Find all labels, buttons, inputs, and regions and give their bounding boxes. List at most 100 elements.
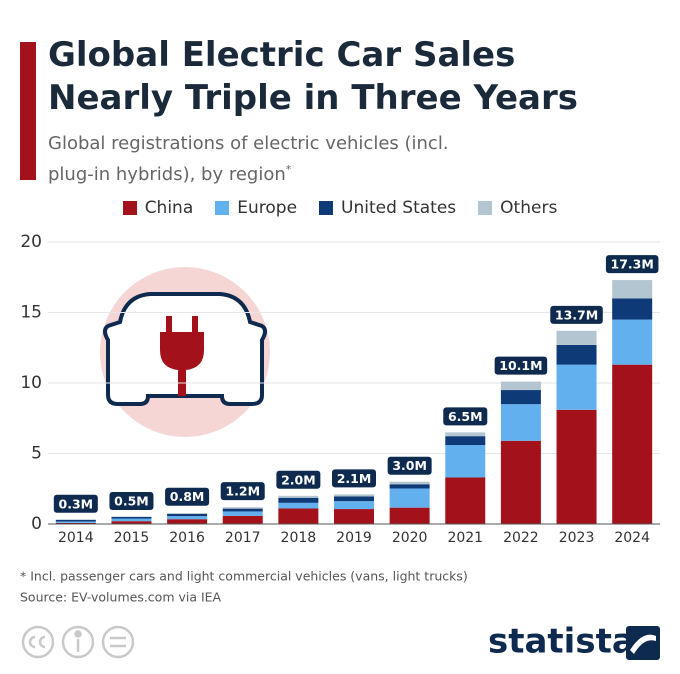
x-tick-label: 2019	[336, 530, 372, 546]
total-label: 0.5M	[114, 493, 149, 508]
bar-segment	[334, 496, 374, 502]
legend-swatch	[319, 201, 334, 215]
legend-item: Europe	[215, 198, 297, 218]
illustration	[100, 267, 270, 437]
x-tick-label: 2015	[114, 530, 150, 546]
source: Source: EV-volumes.com via IEA	[20, 590, 222, 605]
legend-item: Others	[478, 198, 557, 218]
total-label: 3.0M	[392, 458, 427, 473]
title: Global Electric Car Sales Nearly Triple …	[48, 35, 578, 118]
total-label: 2.1M	[337, 471, 372, 486]
bar-segment	[167, 516, 208, 520]
bar-segment	[500, 390, 541, 405]
brand-icon	[626, 626, 660, 660]
bar-segment	[612, 364, 653, 524]
legend-label: China	[144, 198, 194, 218]
bar-segment	[445, 432, 486, 437]
bar-segment	[111, 521, 152, 524]
bar-segment	[556, 409, 597, 524]
total-label: 0.8M	[170, 489, 205, 504]
legend-label: Europe	[237, 198, 298, 218]
y-tick-label: 10	[20, 373, 42, 393]
total-label-box	[53, 494, 98, 513]
x-tick-label: 2014	[58, 530, 94, 546]
bar-segment	[500, 404, 541, 441]
bar-segment	[167, 513, 208, 514]
total-label-box	[276, 470, 321, 489]
total-label-box	[443, 407, 488, 426]
brand: statista	[488, 622, 635, 662]
bar-segment	[389, 488, 430, 508]
x-tick-label: 2017	[225, 530, 261, 546]
legend-swatch	[122, 201, 137, 215]
bar-segment	[445, 445, 486, 478]
total-label: 0.3M	[59, 496, 94, 511]
bar-segment	[389, 481, 430, 485]
bar-segment	[556, 330, 597, 345]
x-tick-label: 2023	[559, 530, 595, 546]
subtitle: Global registrations of electric vehicle…	[48, 131, 468, 188]
total-label: 2.0M	[281, 472, 316, 487]
bar-segment	[111, 518, 152, 522]
subtitle-note: *	[285, 163, 292, 176]
total-label: 10.1M	[499, 358, 542, 373]
bar-segment	[612, 319, 653, 365]
legend-item: China	[122, 198, 194, 218]
y-tick-label: 5	[31, 444, 42, 464]
legend: China Europe United States Others	[0, 198, 680, 218]
subtitle-text: Global registrations of electric vehicle…	[48, 133, 449, 185]
bar-segment	[111, 516, 152, 519]
bar-segment	[55, 521, 96, 523]
total-label: 17.3M	[611, 257, 654, 272]
total-label-box	[494, 356, 548, 375]
bar-segment	[278, 497, 319, 503]
legend-item: United States	[319, 198, 456, 218]
bar-segment	[612, 298, 653, 320]
y-tick-label: 15	[20, 303, 42, 323]
bar-segment	[222, 511, 263, 516]
accent-bar	[20, 42, 36, 180]
legend-swatch	[215, 201, 230, 215]
bar-segment	[556, 364, 597, 410]
bar-segment	[445, 477, 486, 524]
legend-label: United States	[341, 198, 457, 218]
legend-swatch	[478, 201, 493, 215]
x-tick-label: 2021	[447, 530, 483, 546]
bar-segment	[167, 513, 208, 517]
x-tick-label: 2018	[281, 530, 317, 546]
bar-segment	[334, 501, 374, 510]
bar-segment	[500, 440, 541, 524]
bar-segment	[278, 495, 319, 498]
bar-segment	[222, 507, 263, 509]
bar-segment	[445, 436, 486, 446]
footnote: * Incl. passenger cars and light commerc…	[20, 569, 468, 584]
x-tick-label: 2020	[392, 530, 428, 546]
y-tick-label: 0	[31, 514, 42, 534]
total-label-box	[220, 482, 265, 501]
license-icons	[21, 625, 135, 659]
total-label: 6.5M	[448, 409, 483, 424]
total-label-box	[387, 456, 432, 475]
bar-segment	[334, 494, 374, 497]
bar-segment	[167, 519, 208, 524]
bar-segment	[222, 515, 263, 524]
bar-segment	[278, 508, 319, 524]
bar-segment	[389, 484, 430, 489]
bar-segment	[55, 522, 96, 524]
total-label-box	[550, 305, 603, 324]
bar-segment	[278, 502, 319, 509]
bar-segment	[55, 519, 96, 522]
bar-segment	[222, 508, 263, 512]
bar-segment	[334, 509, 374, 524]
y-tick-label: 20	[20, 232, 42, 252]
total-label: 13.7M	[555, 307, 598, 322]
total-label: 1.2M	[225, 484, 260, 499]
x-tick-label: 2022	[503, 530, 539, 546]
legend-label: Others	[500, 198, 558, 218]
bar-segment	[389, 507, 430, 524]
x-tick-label: 2016	[169, 530, 205, 546]
total-label-box	[165, 487, 210, 506]
x-tick-label: 2024	[614, 530, 650, 546]
total-label-box	[109, 491, 154, 510]
